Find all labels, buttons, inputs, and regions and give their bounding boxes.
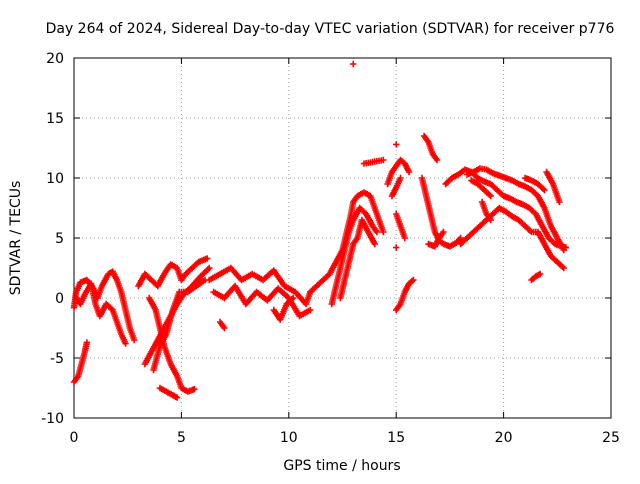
data-point-marker [380,156,387,164]
data-point-marker [83,339,91,346]
data-point-marker [130,336,138,344]
data-point-marker [191,386,198,393]
data-point-marker [289,294,297,302]
data-point-marker [457,234,464,242]
data-point-marker [559,263,566,270]
data-points [70,60,570,401]
x-tick-label: 10 [280,430,298,446]
data-point-marker [401,234,408,242]
data-point-marker [410,276,417,284]
data-point-marker [206,264,213,272]
data-point-marker [380,228,387,236]
y-axis-label: SDTVAR / TECUs [8,181,24,296]
data-point-marker [541,186,548,194]
data-point-marker [487,216,494,224]
data-point-marker [350,60,357,68]
data-point-marker [288,296,296,303]
x-tick-label: 0 [70,430,79,446]
y-tick-label: 5 [55,231,64,247]
data-point-marker [560,264,567,272]
data-point-marker [203,255,211,262]
data-point-marker [560,246,567,254]
data-point-marker [536,270,544,278]
data-point-marker [221,324,228,332]
data-point-marker [433,156,441,164]
data-point-marker [440,228,447,236]
x-tick-label: 25 [602,430,620,446]
data-point-marker [527,227,534,234]
data-point-marker [397,174,404,182]
x-tick-label: 15 [387,430,405,446]
data-point-marker [393,244,400,251]
y-tick-label: 0 [55,291,64,307]
data-point-marker [486,191,493,198]
data-point-marker [487,192,494,200]
y-tick-label: -5 [50,351,64,367]
data-point-marker [405,168,413,176]
data-point-marker [173,394,181,401]
y-tick-label: 20 [46,51,64,67]
y-tick-label: 10 [46,171,64,187]
data-point-marker [393,141,400,148]
x-tick-label: 5 [177,430,186,446]
x-axis-label: GPS time / hours [283,458,400,474]
x-tick-label: 20 [495,430,513,446]
data-point-marker [556,198,563,206]
data-point-marker [539,185,547,192]
chart-title: Day 264 of 2024, Sidereal Day-to-day VTE… [46,21,615,37]
data-point-marker [307,306,314,314]
axis-ticks: 0 5 10 15 20 25 -10 -5 0 5 10 15 20 [41,51,620,446]
y-tick-label: -10 [41,411,64,427]
y-tick-label: 15 [46,111,64,127]
data-point-marker [122,340,129,347]
data-point-marker [373,228,381,236]
data-point-marker [371,240,378,248]
